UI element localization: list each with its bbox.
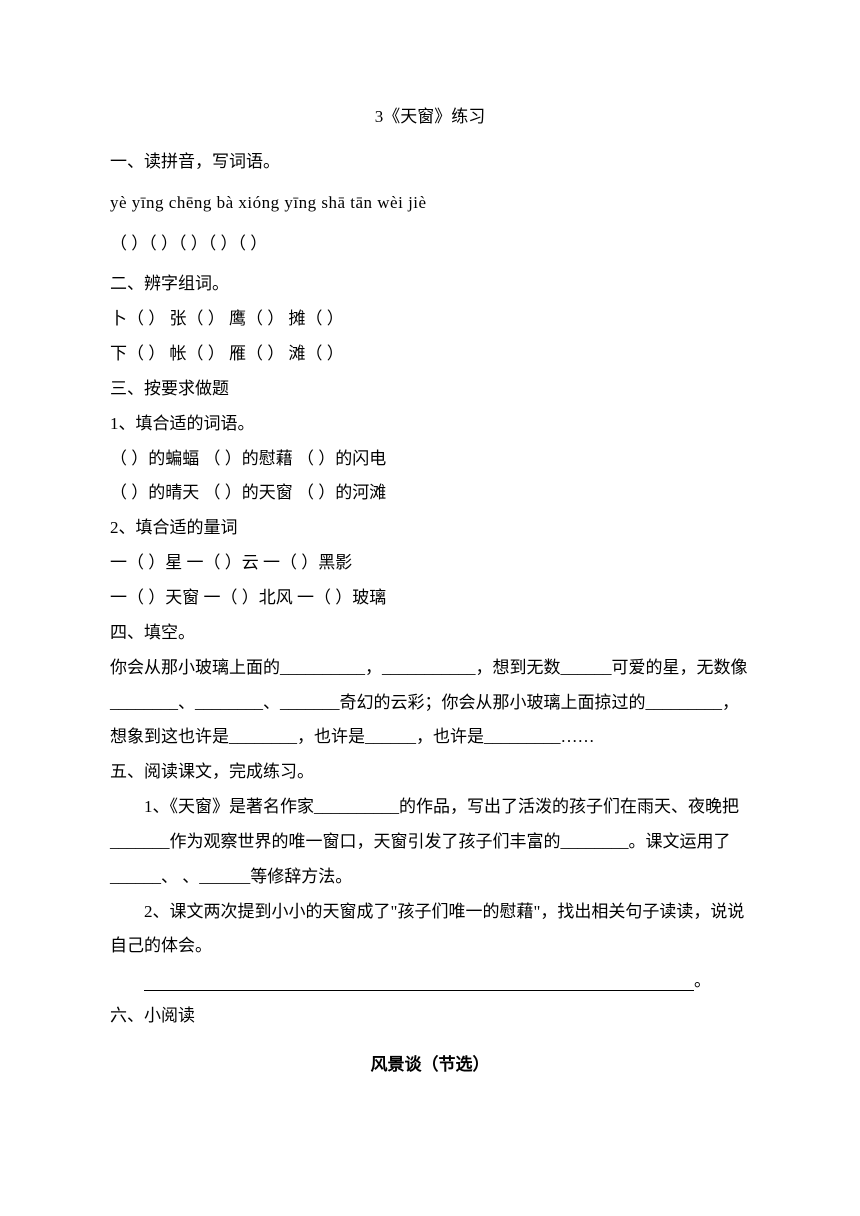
section-2-row-2: 下（ ） 帐（ ） 雁（ ） 滩（ ） xyxy=(110,337,750,372)
section-2-heading: 二、辨字组词。 xyxy=(110,267,750,302)
section-6-subtitle: 风景谈（节选） xyxy=(110,1048,750,1083)
section-4: 四、填空。 你会从那小玻璃上面的__________，___________，想… xyxy=(110,616,750,755)
section-5: 五、阅读课文，完成练习。 1、《天窗》是著名作家__________的作品，写出… xyxy=(110,755,750,999)
section-3-row-4: 一（ ）天窗 一（ ）北风 一（ ）玻璃 xyxy=(110,581,750,616)
document-title: 3《天窗》练习 xyxy=(110,100,750,135)
paren-row: （ ）（ ）（ ）（ ）（ ） xyxy=(110,227,750,262)
section-4-heading: 四、填空。 xyxy=(110,616,750,651)
underline-blank xyxy=(144,974,694,991)
section-3-row-2: （ ）的晴天 （ ）的天窗 （ ）的河滩 xyxy=(110,476,750,511)
section-2-row-1: 卜（ ） 张（ ） 鹰（ ） 摊（ ） xyxy=(110,302,750,337)
answer-line: 。 xyxy=(110,964,750,999)
section-2: 二、辨字组词。 卜（ ） 张（ ） 鹰（ ） 摊（ ） 下（ ） 帐（ ） 雁（… xyxy=(110,267,750,372)
section-3-sub-1: 1、填合适的词语。 xyxy=(110,407,750,442)
section-1-heading: 一、读拼音，写词语。 xyxy=(110,145,750,180)
section-3: 三、按要求做题 1、填合适的词语。 （ ）的蝙蝠 （ ）的慰藉 （ ）的闪电 （… xyxy=(110,372,750,616)
section-5-heading: 五、阅读课文，完成练习。 xyxy=(110,755,750,790)
section-3-heading: 三、按要求做题 xyxy=(110,372,750,407)
period: 。 xyxy=(694,971,711,990)
section-3-sub-2: 2、填合适的量词 xyxy=(110,511,750,546)
pinyin-row: yè yīng chēng bà xióng yīng shā tān wèi … xyxy=(110,186,750,221)
section-3-row-1: （ ）的蝙蝠 （ ）的慰藉 （ ）的闪电 xyxy=(110,442,750,477)
section-3-row-3: 一（ ）星 一（ ）云 一（ ）黑影 xyxy=(110,546,750,581)
section-6: 六、小阅读 风景谈（节选） xyxy=(110,999,750,1083)
section-4-text: 你会从那小玻璃上面的__________，___________，想到无数___… xyxy=(110,651,750,756)
section-1: 一、读拼音，写词语。 yè yīng chēng bà xióng yīng s… xyxy=(110,145,750,262)
section-5-q2: 2、课文两次提到小小的天窗成了"孩子们唯一的慰藉"，找出相关句子读读，说说自己的… xyxy=(110,895,750,965)
section-5-q1: 1、《天窗》是著名作家__________的作品，写出了活泼的孩子们在雨天、夜晚… xyxy=(110,790,750,895)
section-6-heading: 六、小阅读 xyxy=(110,999,750,1034)
